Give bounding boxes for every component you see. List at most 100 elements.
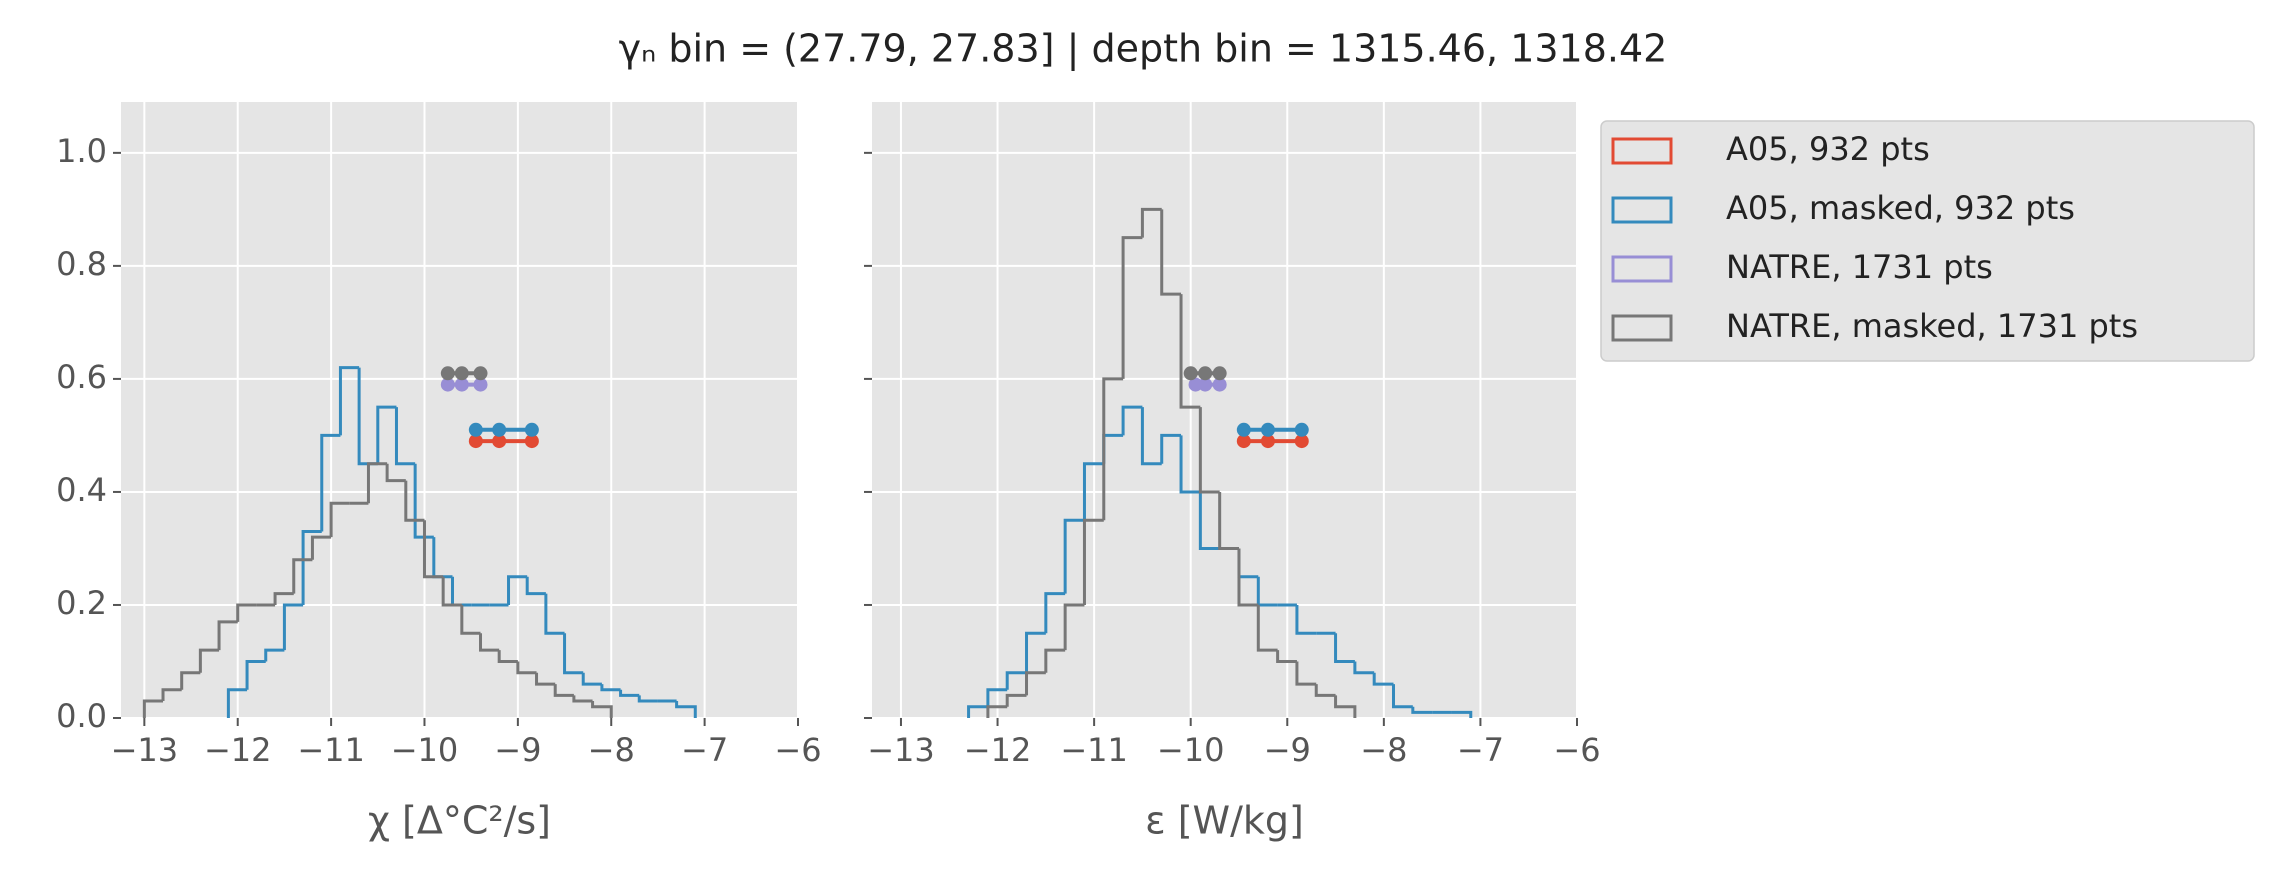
- x-tick-label: −7: [1457, 731, 1504, 769]
- histogram-step: [591, 701, 613, 718]
- histogram-step: [1411, 706, 1433, 714]
- x-tick-label: −8: [588, 731, 635, 769]
- histogram-step: [1179, 435, 1201, 494]
- histogram-step: [675, 701, 697, 718]
- histogram-step: [1082, 462, 1104, 521]
- histogram-step: [1295, 661, 1317, 686]
- histogram-step: [986, 705, 1008, 718]
- range-point: [1236, 434, 1251, 449]
- histogram-step: [1372, 672, 1394, 686]
- histogram-step: [637, 695, 658, 703]
- x-tick-label: −6: [1553, 731, 1600, 769]
- y-tick-label: 0.8: [56, 245, 107, 283]
- histogram-step: [581, 672, 602, 686]
- histogram-step: [1295, 604, 1317, 635]
- histogram-step: [1334, 633, 1355, 663]
- legend-label: A05, 932 pts: [1726, 130, 1930, 168]
- x-tick-label: −12: [964, 731, 1032, 769]
- histogram-step: [404, 480, 425, 522]
- y-tick-label: 0.2: [56, 584, 107, 622]
- legend-box: [1600, 120, 2255, 362]
- histogram-step: [1218, 491, 1239, 550]
- range-point: [1188, 377, 1203, 392]
- range-point: [1212, 377, 1227, 392]
- histogram-step: [264, 648, 285, 662]
- histogram-step: [1044, 592, 1066, 634]
- histogram-step: [1314, 684, 1336, 697]
- range-point: [1260, 422, 1275, 437]
- x-tick-label: −9: [1264, 731, 1311, 769]
- histogram-step: [479, 633, 500, 652]
- histogram-step: [1063, 518, 1085, 594]
- x-tick-label: −6: [774, 731, 821, 769]
- x-axis-label: ε [W/kg]: [1145, 799, 1304, 843]
- legend-swatch: [1611, 137, 1673, 165]
- histogram-step: [1160, 209, 1182, 296]
- histogram-step: [1063, 603, 1085, 651]
- histogram-step: [525, 576, 546, 596]
- histogram-step: [535, 672, 556, 686]
- histogram-step: [142, 699, 164, 718]
- legend-swatch: [1611, 314, 1673, 342]
- histogram-step: [553, 684, 574, 697]
- histogram-step: [1160, 433, 1182, 464]
- legend-label: NATRE, 1731 pts: [1726, 248, 1993, 286]
- histogram-step: [1276, 650, 1297, 663]
- x-tick-label: −12: [204, 731, 272, 769]
- histogram-step: [460, 604, 481, 635]
- histogram-step: [422, 520, 444, 579]
- legend-label: NATRE, masked, 1731 pts: [1726, 307, 2138, 345]
- range-point: [454, 366, 469, 381]
- histogram-step: [161, 688, 182, 702]
- figure-title: γₙ bin = (27.79, 27.83] | depth bin = 13…: [619, 27, 1668, 72]
- x-tick-label: −10: [391, 731, 459, 769]
- range-point: [1183, 366, 1198, 381]
- x-tick-label: −8: [1360, 731, 1407, 769]
- histogram-step: [1392, 684, 1413, 709]
- histogram-step: [282, 603, 304, 651]
- range-point: [468, 434, 483, 449]
- y-tick-label: 1.0: [56, 132, 107, 170]
- range-point: [1198, 377, 1213, 392]
- histogram-step: [226, 688, 248, 718]
- histogram-step: [441, 576, 462, 607]
- histogram-step: [1005, 693, 1027, 707]
- histogram-step: [245, 659, 266, 690]
- range-point: [1236, 422, 1251, 437]
- range-point: [440, 366, 455, 381]
- histogram-step: [1044, 648, 1066, 673]
- range-point: [1294, 422, 1309, 437]
- histogram-step: [1121, 405, 1143, 436]
- histogram-step: [1451, 710, 1473, 718]
- range-point: [1294, 434, 1309, 449]
- histogram-step: [516, 661, 537, 675]
- histogram-step: [600, 684, 621, 692]
- legend-swatch: [1611, 255, 1673, 283]
- range-point: [1198, 366, 1213, 381]
- x-axis-label: χ [Δ°C²/s]: [368, 799, 551, 843]
- x-tick-label: −10: [1157, 731, 1225, 769]
- range-point: [454, 377, 469, 392]
- histogram-step: [1121, 236, 1143, 379]
- x-tick-label: −9: [494, 731, 541, 769]
- histogram-step: [967, 705, 988, 718]
- histogram-step: [376, 405, 397, 464]
- range-point: [440, 377, 455, 392]
- histogram-step: [1198, 407, 1220, 494]
- histogram-step: [1334, 695, 1357, 718]
- legend-label: A05, masked, 932 pts: [1726, 189, 2075, 227]
- range-point: [492, 422, 507, 437]
- histogram-step: [217, 620, 238, 651]
- range-point: [492, 434, 507, 449]
- range-point: [473, 377, 488, 392]
- histogram-step: [497, 650, 518, 663]
- x-tick-label: −13: [867, 731, 935, 769]
- histogram-step: [236, 603, 257, 622]
- histogram-step: [301, 530, 322, 605]
- range-point: [1212, 366, 1227, 381]
- histogram-step: [385, 463, 406, 483]
- range-point: [1260, 434, 1275, 449]
- histogram-step: [1082, 518, 1104, 605]
- histogram-step: [338, 366, 360, 436]
